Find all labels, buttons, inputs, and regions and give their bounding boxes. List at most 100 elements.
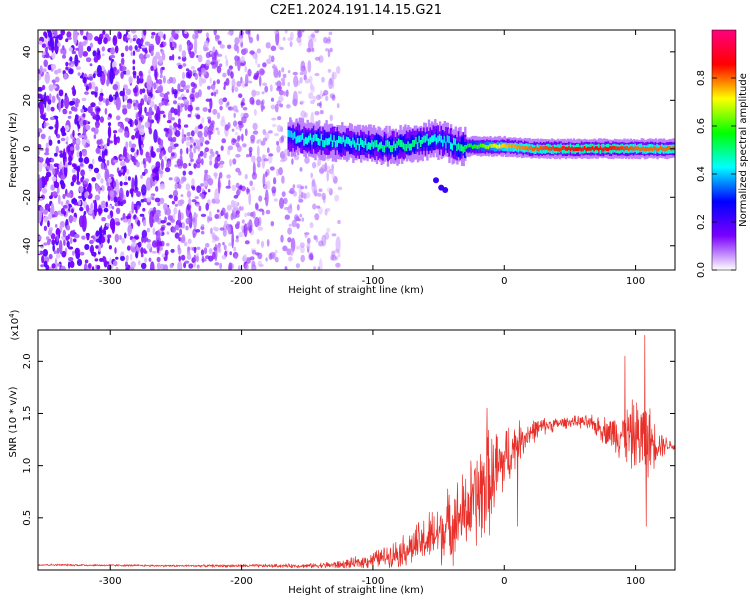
spectrogram-noise-cell — [60, 48, 63, 54]
spectrogram-noise-cell — [77, 72, 81, 76]
spectrogram-signal-cell — [330, 134, 333, 142]
spectrogram-noise-cell — [144, 106, 147, 114]
spectrogram-noise-cell — [305, 192, 311, 199]
spectrogram-noise-cell — [280, 234, 284, 243]
spectrogram-noise-cell — [249, 96, 255, 105]
spectrogram-noise-cell — [203, 150, 207, 159]
spectrogram-signal-cell — [555, 146, 558, 151]
spectrogram-noise-cell — [283, 150, 288, 155]
spectrogram-noise-cell — [42, 43, 46, 48]
spectrogram-panel: -300 -200 -100 0 100 40 20 0 -20 -40 Height of s… — [8, 29, 676, 296]
spectrogram-noise-cell — [137, 260, 141, 266]
spectrogram-noise-cell — [213, 51, 218, 56]
spectrogram-noise-cell — [38, 73, 42, 81]
spectrogram-noise-cell — [92, 50, 97, 57]
spectrogram-signal-cell — [317, 128, 320, 145]
spectrogram-noise-cell — [233, 112, 236, 118]
spectrogram-signal-cell — [421, 136, 424, 144]
spectrogram-noise-cell — [248, 146, 253, 153]
snr-x-ticks: -300 -200 -100 0 100 — [99, 330, 645, 587]
spectrogram-signal-cell — [612, 146, 615, 150]
spectrogram-signal-cell — [505, 144, 508, 149]
spectrogram-noise-cell — [219, 63, 223, 67]
spectrogram-noise-cell — [132, 34, 138, 39]
spectrogram-noise-cell — [48, 126, 54, 130]
spectrogram-noise-cell — [249, 50, 255, 55]
spectrogram-noise-cell — [124, 117, 130, 122]
spectrogram-signal-cell — [582, 147, 585, 152]
spectrogram-signal-cell — [604, 146, 607, 151]
spectrogram-noise-cell — [75, 138, 81, 145]
spectrogram-noise-cell — [45, 142, 49, 149]
spectrogram-noise-cell — [66, 31, 72, 38]
spectrogram-noise-cell — [68, 257, 74, 262]
spectrogram-signal-cell — [524, 146, 527, 151]
spectrogram-signal-cell — [656, 147, 659, 152]
spectrogram-signal-cell — [410, 143, 413, 151]
spectrogram-noise-cell — [264, 85, 269, 93]
spectrogram-signal-cell — [594, 146, 598, 150]
spectrogram-noise-cell — [243, 254, 248, 262]
spectrogram-noise-cell — [54, 152, 58, 157]
spectrogram-noise-cell — [124, 130, 129, 138]
spectrogram-noise-cell — [168, 129, 173, 136]
spectrogram-noise-cell — [131, 201, 135, 214]
spectrogram-noise-cell — [201, 255, 205, 263]
spectrogram-noise-cell — [157, 79, 163, 85]
spectrogram-noise-cell — [115, 115, 121, 121]
spectrogram-noise-cell — [136, 78, 140, 85]
y-tick-label: 1.5 — [22, 406, 33, 422]
spectrogram-noise-cell — [87, 32, 93, 41]
spectrogram-noise-cell — [191, 178, 195, 186]
spectrogram-noise-cell — [183, 124, 189, 128]
spectrogram-signal-cell — [618, 146, 621, 151]
spectrogram-noise-cell — [318, 188, 323, 192]
spectrogram-noise-cell — [230, 212, 234, 221]
spectrogram-noise-cell — [336, 66, 341, 74]
spectrogram-signal-cell — [410, 135, 413, 151]
spectrogram-signal-cell — [388, 141, 391, 149]
spectrogram-noise-cell — [119, 181, 123, 187]
spectrogram-noise-cell — [274, 133, 279, 137]
spectrogram-noise-cell — [43, 91, 47, 109]
spectrogram-noise-cell — [94, 194, 101, 201]
spectrogram-noise-cell — [238, 185, 242, 190]
spectrogram-noise-cell — [157, 202, 161, 207]
spectrogram-noise-cell — [222, 72, 227, 78]
spectrogram-noise-cell — [139, 128, 145, 136]
spectrogram-noise-cell — [59, 150, 63, 154]
spectrogram-signal-cell — [355, 142, 358, 150]
spectrogram-signal-cell — [501, 143, 505, 148]
spectrogram-noise-cell — [170, 107, 175, 114]
spectrogram-secondary-cell — [433, 177, 439, 184]
spectrogram-noise-cell — [297, 30, 303, 38]
spectrogram-noise-cell — [193, 142, 196, 147]
spectrogram-noise-cell — [319, 166, 325, 175]
spectrogram-noise-cell — [164, 156, 168, 161]
spectrogram-noise-cell — [86, 143, 90, 147]
spectrogram-signal-cell — [369, 142, 372, 150]
spectrogram-signal-cell — [331, 140, 335, 148]
spectrogram-signal-cell — [339, 136, 342, 144]
spectrogram-noise-cell — [181, 55, 187, 62]
spectrogram-noise-cell — [143, 94, 148, 102]
spectrogram-noise-cell — [172, 136, 177, 143]
spectrogram-noise-cell — [158, 55, 164, 64]
spectrogram-noise-cell — [320, 90, 323, 96]
spectrogram-noise-cell — [150, 50, 154, 57]
spectrogram-noise-cell — [130, 188, 134, 192]
spectrogram-noise-cell — [227, 145, 234, 151]
spectrogram-noise-cell — [120, 71, 124, 79]
spectrogram-noise-cell — [58, 89, 64, 97]
spectrogram-signal-cell — [509, 144, 513, 149]
spectrogram-noise-cell — [215, 35, 220, 42]
spectrogram-noise-cell — [334, 194, 340, 202]
spectrogram-noise-cell — [119, 192, 124, 198]
spectrogram-noise-cell — [96, 265, 101, 270]
spectrogram-signal-cell — [312, 134, 316, 142]
spectrogram-noise-cell — [68, 154, 73, 163]
spectrogram-signal-cell — [628, 147, 631, 152]
spectrogram-noise-cell — [241, 133, 244, 142]
spectrogram-noise-cell — [83, 211, 87, 215]
spectrogram-signal-cell — [661, 146, 664, 151]
